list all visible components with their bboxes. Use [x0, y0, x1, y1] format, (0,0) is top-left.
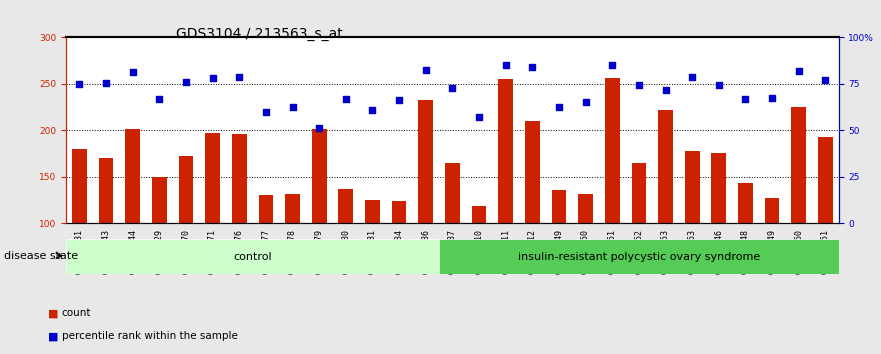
Point: [285, 104, 300, 110]
Bar: [685, 150, 700, 316]
Text: percentile rank within the sample: percentile rank within the sample: [62, 331, 238, 341]
Point: [632, 82, 646, 88]
Bar: [552, 190, 566, 316]
Bar: [179, 156, 193, 316]
Text: disease state: disease state: [4, 251, 78, 261]
Bar: [99, 158, 114, 316]
Text: ■: ■: [48, 308, 59, 318]
Bar: [499, 79, 513, 316]
Bar: [578, 194, 593, 316]
Point: [339, 96, 353, 101]
Bar: [765, 198, 780, 316]
Bar: [525, 121, 540, 316]
Point: [312, 125, 326, 131]
Point: [685, 74, 700, 80]
Point: [712, 82, 726, 88]
Point: [152, 96, 167, 101]
Bar: [365, 200, 380, 316]
Text: control: control: [233, 252, 272, 262]
Bar: [658, 110, 673, 316]
Point: [579, 99, 593, 105]
Bar: [392, 201, 406, 316]
Point: [525, 64, 539, 70]
Point: [418, 67, 433, 73]
Bar: [66, 239, 439, 274]
Point: [499, 62, 513, 68]
Point: [552, 104, 566, 110]
Text: ■: ■: [48, 331, 59, 341]
Point: [72, 81, 86, 86]
Bar: [285, 194, 300, 316]
Bar: [312, 129, 327, 316]
Point: [792, 68, 806, 74]
Bar: [712, 153, 726, 316]
Bar: [471, 206, 486, 316]
Bar: [125, 129, 140, 316]
Point: [472, 114, 486, 120]
Point: [259, 109, 273, 114]
Point: [658, 87, 672, 93]
Bar: [72, 149, 86, 316]
Bar: [205, 133, 220, 316]
Bar: [418, 101, 433, 316]
Point: [765, 95, 779, 101]
Bar: [258, 195, 273, 316]
Text: GDS3104 / 213563_s_at: GDS3104 / 213563_s_at: [176, 27, 343, 41]
Point: [818, 77, 833, 83]
Point: [738, 97, 752, 102]
Bar: [445, 162, 460, 316]
Bar: [818, 137, 833, 316]
Text: count: count: [62, 308, 91, 318]
Point: [392, 97, 406, 103]
Bar: [605, 78, 619, 316]
Bar: [152, 177, 167, 316]
Point: [99, 80, 113, 86]
Text: insulin-resistant polycystic ovary syndrome: insulin-resistant polycystic ovary syndr…: [518, 252, 760, 262]
Point: [233, 74, 247, 80]
Bar: [232, 134, 247, 316]
Bar: [632, 162, 647, 316]
Point: [179, 79, 193, 85]
Bar: [338, 189, 353, 316]
Point: [126, 70, 140, 75]
Bar: [439, 239, 839, 274]
Point: [445, 85, 459, 91]
Bar: [738, 183, 752, 316]
Point: [205, 75, 219, 81]
Bar: [791, 107, 806, 316]
Point: [366, 107, 380, 113]
Point: [605, 62, 619, 68]
